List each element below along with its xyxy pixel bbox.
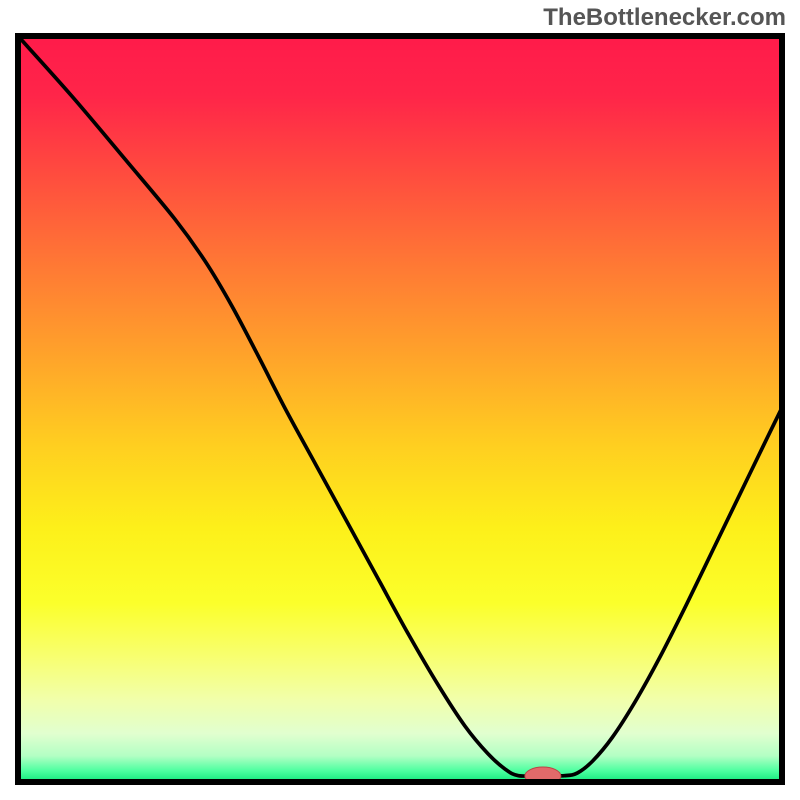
bottleneck-chart <box>15 33 785 785</box>
watermark-text: TheBottlenecker.com <box>543 4 786 32</box>
chart-svg <box>15 33 785 785</box>
root-container: TheBottlenecker.com <box>0 0 800 800</box>
chart-background <box>18 36 782 782</box>
